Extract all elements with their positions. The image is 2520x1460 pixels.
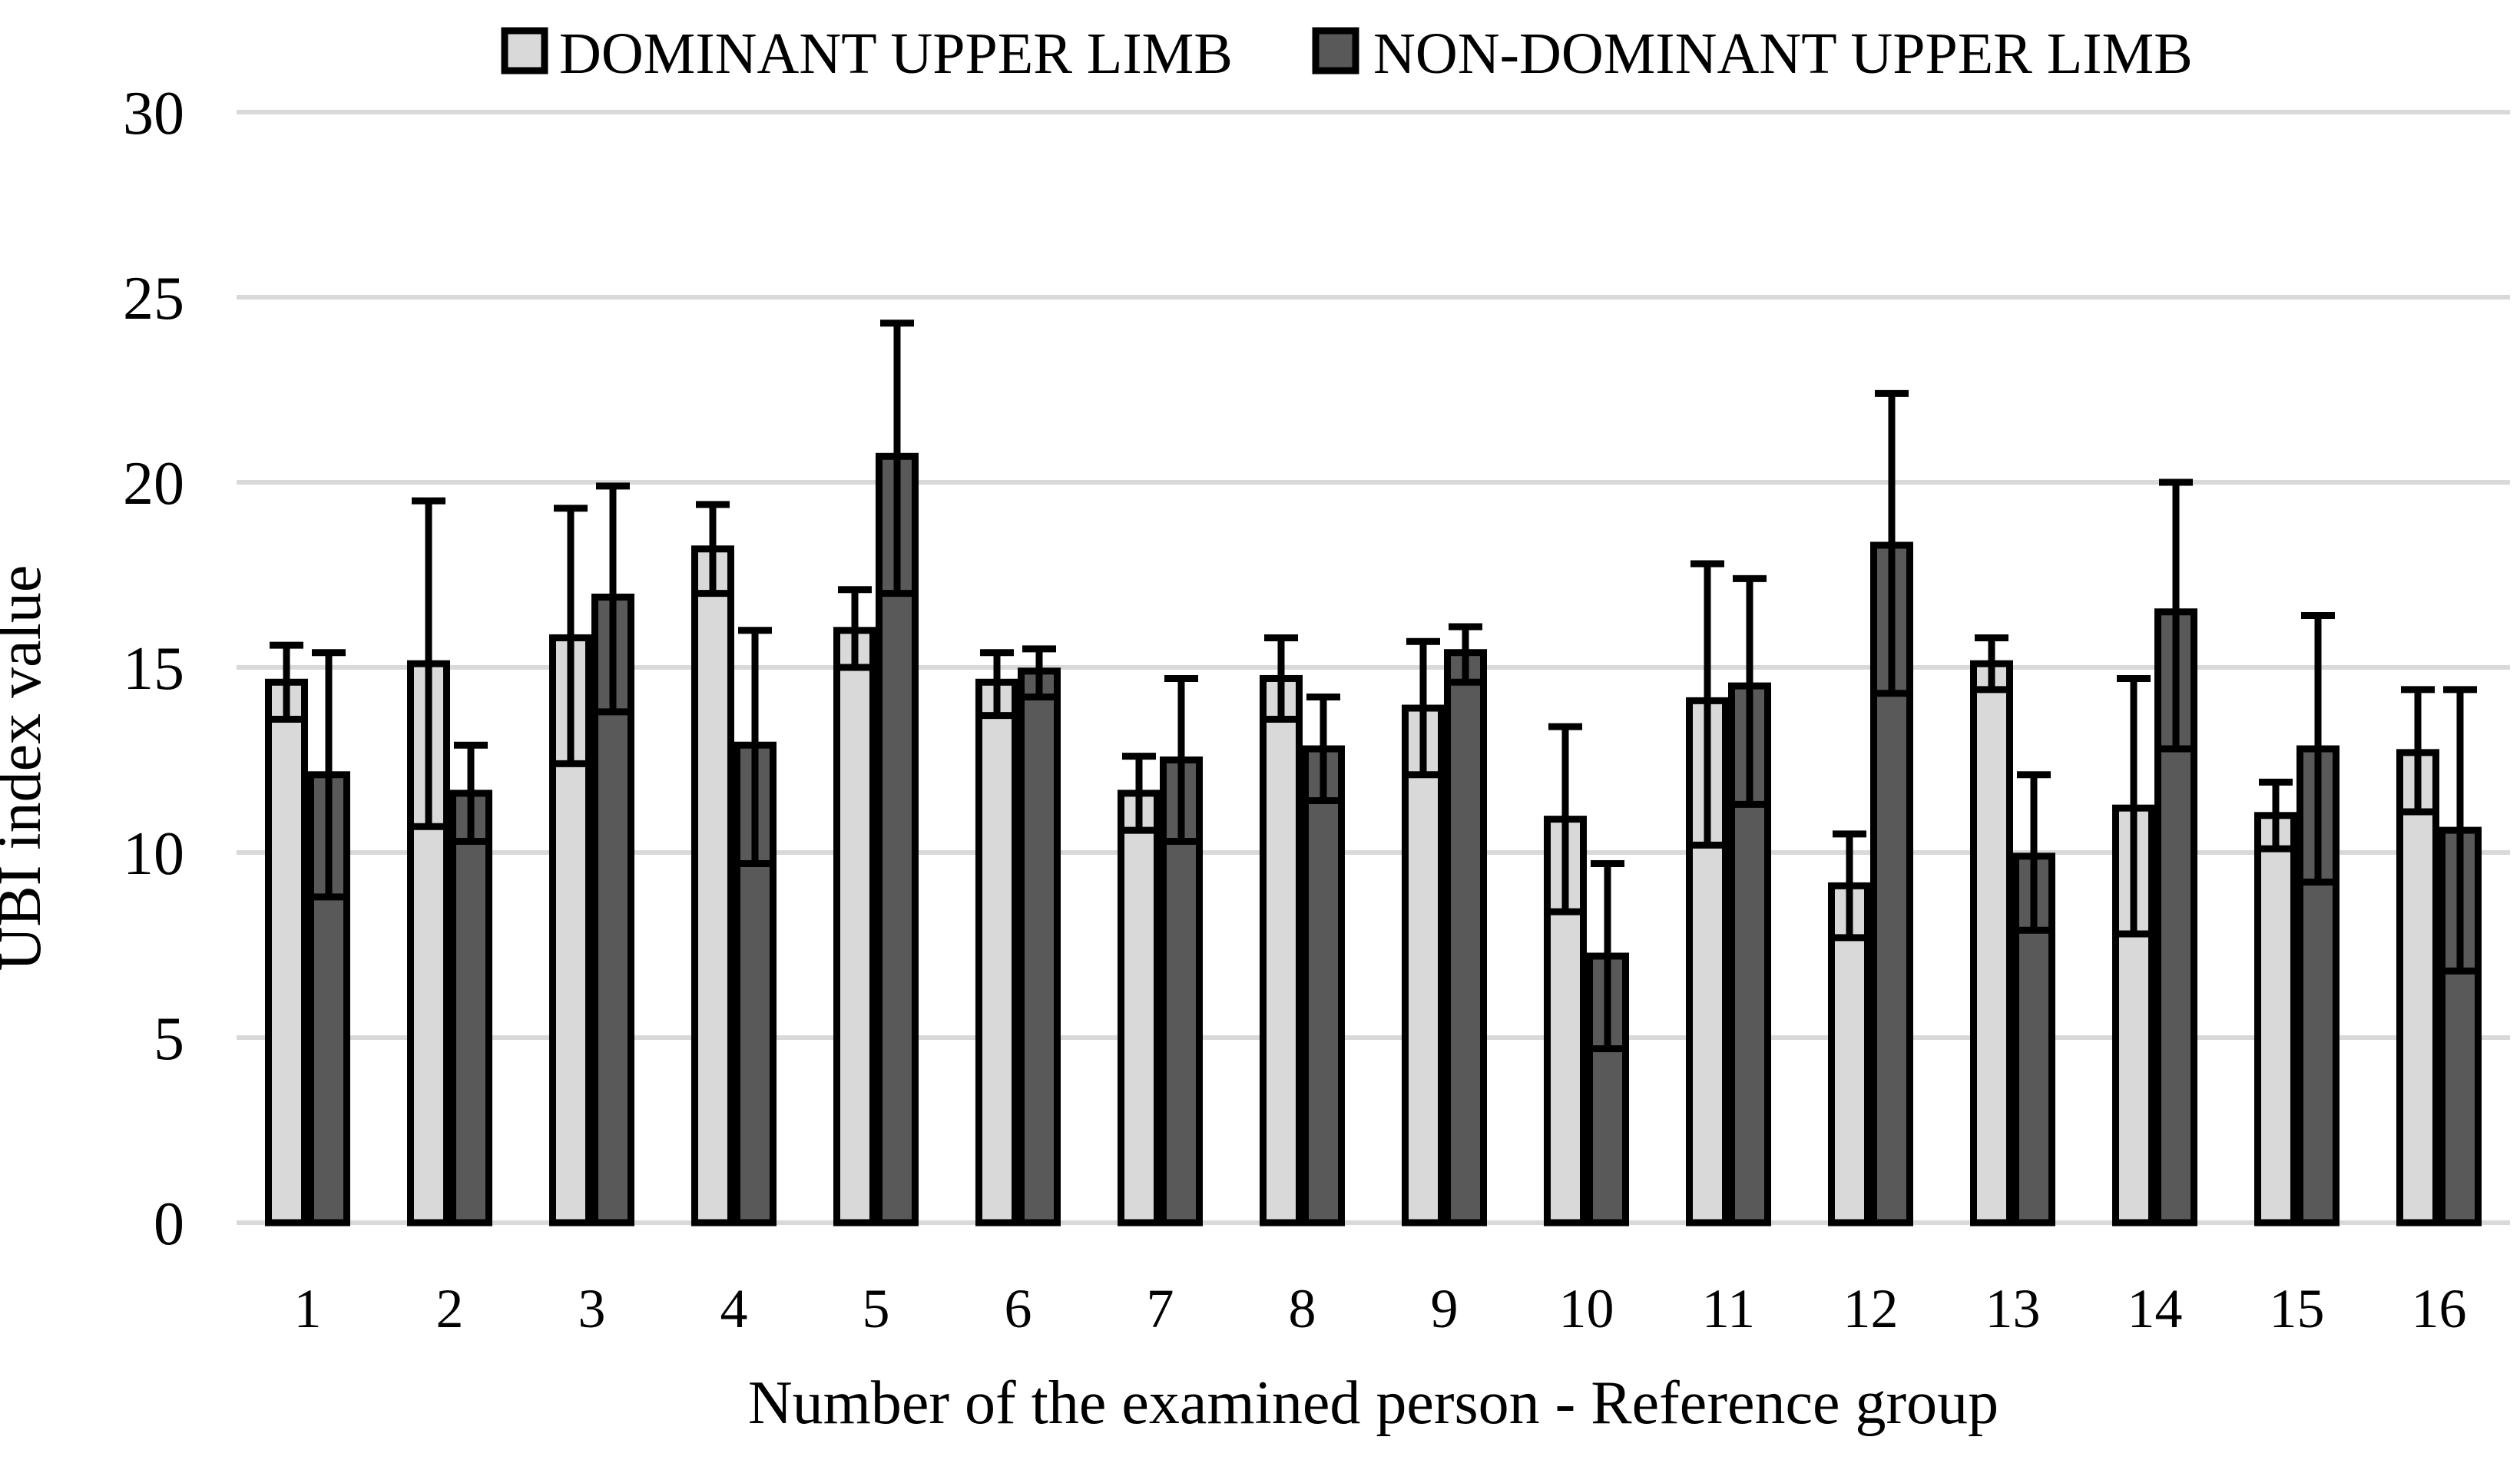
bar-dominant-15 bbox=[2254, 812, 2297, 1227]
y-tick-label-20: 20 bbox=[123, 450, 184, 518]
bars-group bbox=[265, 319, 2482, 1227]
errorbar-dominant-4 bbox=[696, 501, 730, 598]
x-tick-label-3: 3 bbox=[578, 1278, 606, 1339]
legend-label-dominant: DOMINANT UPPER LIMB bbox=[559, 22, 1233, 86]
bar-dominant-7 bbox=[1118, 790, 1161, 1227]
bar-non-dominant-2 bbox=[449, 790, 492, 1227]
errorbar-non-dominant-16 bbox=[2443, 686, 2477, 975]
errorbar-non-dominant-13 bbox=[2017, 771, 2051, 934]
errorbar-non-dominant-11 bbox=[1733, 574, 1767, 808]
x-axis-title: Number of the examined person - Referenc… bbox=[748, 1369, 1998, 1437]
errorbar-dominant-12 bbox=[1833, 830, 1866, 942]
x-tick-label-15: 15 bbox=[2270, 1278, 2325, 1339]
x-tick-label-11: 11 bbox=[1702, 1278, 1755, 1339]
errorbar-non-dominant-14 bbox=[2159, 478, 2193, 753]
bar-non-dominant-4 bbox=[733, 741, 777, 1227]
x-tick-label-8: 8 bbox=[1289, 1278, 1316, 1339]
y-tick-label-15: 15 bbox=[123, 635, 184, 703]
errorbar-dominant-9 bbox=[1406, 637, 1440, 779]
errorbar-dominant-15 bbox=[2259, 778, 2293, 852]
y-tick-label-30: 30 bbox=[123, 80, 184, 147]
x-tick-label-9: 9 bbox=[1431, 1278, 1459, 1339]
y-tick-label-25: 25 bbox=[123, 265, 184, 333]
errorbar-non-dominant-6 bbox=[1022, 645, 1056, 701]
errorbar-dominant-6 bbox=[980, 649, 1014, 720]
errorbar-non-dominant-4 bbox=[738, 627, 772, 867]
x-tick-label-12: 12 bbox=[1843, 1278, 1899, 1339]
errorbar-dominant-16 bbox=[2401, 686, 2435, 816]
errorbar-non-dominant-10 bbox=[1591, 859, 1624, 1052]
x-tick-label-1: 1 bbox=[294, 1278, 322, 1339]
errorbar-non-dominant-12 bbox=[1875, 389, 1909, 697]
x-tick-label-10: 10 bbox=[1559, 1278, 1614, 1339]
errorbar-non-dominant-3 bbox=[596, 482, 630, 716]
errorbar-dominant-13 bbox=[1975, 634, 2008, 694]
bar-dominant-5 bbox=[833, 627, 876, 1227]
bar-dominant-1 bbox=[265, 678, 308, 1227]
errorbar-dominant-3 bbox=[554, 505, 588, 767]
bar-dominant-8 bbox=[1260, 674, 1303, 1227]
bar-dominant-9 bbox=[1402, 704, 1445, 1227]
errorbar-dominant-11 bbox=[1690, 560, 1724, 849]
bar-dominant-6 bbox=[975, 678, 1018, 1227]
x-tick-label-16: 16 bbox=[2412, 1278, 2467, 1339]
legend-label-non-dominant: NON-DOMINANT UPPER LIMB bbox=[1373, 22, 2193, 86]
y-axis-title: UBI index value bbox=[0, 565, 54, 972]
bar-dominant-4 bbox=[691, 545, 734, 1227]
bar-non-dominant-9 bbox=[1444, 649, 1487, 1227]
errorbar-dominant-8 bbox=[1264, 634, 1298, 723]
bar-non-dominant-6 bbox=[1018, 667, 1061, 1227]
errorbar-non-dominant-15 bbox=[2301, 612, 2335, 886]
x-tick-label-5: 5 bbox=[863, 1278, 890, 1339]
errorbar-non-dominant-1 bbox=[312, 649, 346, 901]
legend-swatch-dominant bbox=[501, 27, 548, 74]
errorbar-non-dominant-8 bbox=[1306, 694, 1340, 805]
x-tick-label-4: 4 bbox=[720, 1278, 748, 1339]
errorbar-non-dominant-5 bbox=[880, 319, 914, 598]
x-tick-label-7: 7 bbox=[1147, 1278, 1174, 1339]
y-tick-label-0: 0 bbox=[154, 1190, 184, 1258]
bar-non-dominant-8 bbox=[1302, 745, 1345, 1227]
y-tick-label-5: 5 bbox=[154, 1005, 184, 1073]
x-tick-label-2: 2 bbox=[436, 1278, 464, 1339]
y-tick-label-10: 10 bbox=[123, 820, 184, 888]
x-tick-label-13: 13 bbox=[1985, 1278, 2041, 1339]
bar-dominant-16 bbox=[2396, 749, 2439, 1227]
errorbar-dominant-10 bbox=[1548, 723, 1582, 915]
errorbar-dominant-14 bbox=[2117, 674, 2151, 938]
errorbar-dominant-7 bbox=[1122, 753, 1156, 834]
errorbar-non-dominant-2 bbox=[454, 741, 488, 846]
legend bbox=[501, 27, 1359, 74]
errorbar-dominant-5 bbox=[838, 586, 872, 671]
errorbar-dominant-1 bbox=[270, 641, 303, 723]
x-tick-label-6: 6 bbox=[1005, 1278, 1032, 1339]
x-tick-label-14: 14 bbox=[2128, 1278, 2183, 1339]
errorbar-non-dominant-7 bbox=[1164, 674, 1198, 846]
errorbar-dominant-2 bbox=[412, 497, 445, 830]
legend-swatch-non-dominant bbox=[1312, 27, 1359, 74]
errorbar-non-dominant-9 bbox=[1449, 623, 1482, 686]
bar-dominant-13 bbox=[1970, 660, 2013, 1227]
